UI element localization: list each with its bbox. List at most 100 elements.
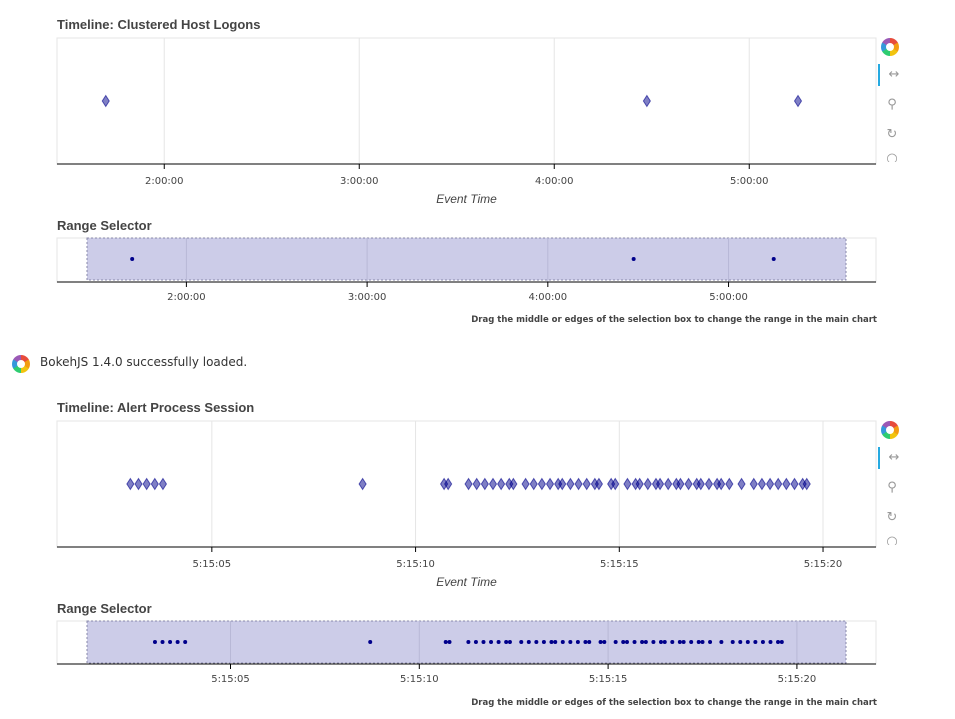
- range-data-point: [771, 257, 776, 261]
- data-point: [611, 477, 620, 491]
- x-tick-label: 5:15:05: [193, 559, 232, 570]
- x-tick-label: 5:15:10: [396, 559, 435, 570]
- x-axis-label: Event Time: [436, 192, 497, 206]
- range-data-point: [662, 640, 667, 644]
- range-data-point: [481, 640, 486, 644]
- chart-title: Timeline: Clustered Host Logons: [57, 17, 260, 32]
- range-data-point: [719, 640, 724, 644]
- data-point: [574, 477, 583, 491]
- chart-alert-process-session: Timeline: Alert Process Session 5:15:05 5…: [56, 400, 877, 708]
- data-point: [737, 477, 746, 491]
- range-data-point: [575, 640, 580, 644]
- range-data-point: [745, 640, 750, 644]
- data-point: [464, 477, 473, 491]
- range-data-point: [598, 640, 603, 644]
- plot-frame[interactable]: [56, 37, 877, 165]
- data-point: [802, 477, 811, 491]
- data-point: [757, 477, 767, 491]
- range-data-point: [489, 640, 494, 644]
- x-tick-label: 4:00:00: [535, 176, 574, 187]
- range-axis-ticks: 5:15:05 5:15:10 5:15:15 5:15:20: [211, 664, 816, 685]
- data-point: [725, 477, 734, 491]
- range-grid-lines: [185, 238, 730, 282]
- pan-icon[interactable]: ↔: [878, 447, 908, 469]
- range-data-point: [658, 640, 663, 644]
- save-icon[interactable]: ○: [886, 151, 898, 162]
- range-data-point: [541, 640, 546, 644]
- range-data-point: [696, 640, 701, 644]
- data-point: [623, 477, 632, 491]
- range-data-point: [768, 640, 773, 644]
- range-data-point: [526, 640, 531, 644]
- range-data-point: [779, 640, 784, 644]
- bokeh-logo-icon[interactable]: [881, 38, 899, 56]
- range-data-point: [583, 640, 588, 644]
- range-data-point: [130, 257, 135, 261]
- data-point: [142, 477, 151, 491]
- range-selector-note: Drag the middle or edges of the selectio…: [471, 698, 877, 708]
- data-point: [158, 477, 168, 491]
- data-point: [529, 477, 538, 491]
- data-point: [774, 477, 783, 491]
- range-tick-label: 5:15:05: [211, 674, 250, 685]
- data-point: [537, 477, 546, 491]
- x-axis-ticks: 5:15:05 5:15:10 5:15:15 5:15:20: [193, 547, 843, 570]
- range-tick-label: 3:00:00: [348, 292, 387, 303]
- bokeh-logo-icon[interactable]: [881, 421, 899, 439]
- range-data-point: [651, 640, 656, 644]
- data-point: [488, 477, 498, 491]
- zoom-icon[interactable]: ⚲: [887, 480, 897, 495]
- data-point: [696, 477, 705, 491]
- range-data-point: [730, 640, 735, 644]
- range-data-point: [670, 640, 675, 644]
- reset-icon[interactable]: ↻: [886, 510, 898, 525]
- range-data-point: [473, 640, 478, 644]
- pan-icon[interactable]: ↔: [878, 64, 908, 86]
- range-data-point: [708, 640, 713, 644]
- x-tick-label: 2:00:00: [145, 176, 184, 187]
- range-data-point: [689, 640, 694, 644]
- data-point: [358, 477, 367, 491]
- bokeh-logo-icon: [12, 355, 30, 373]
- grid-lines: [163, 38, 750, 164]
- range-data-point: [443, 640, 448, 644]
- range-data-point: [624, 640, 629, 644]
- range-data-point: [568, 640, 573, 644]
- chart-toolbar: ↔ ⚲ ↻ ○: [878, 36, 908, 166]
- range-data-point: [760, 640, 765, 644]
- range-data-point: [738, 640, 743, 644]
- range-data-point: [700, 640, 705, 644]
- data-point: [790, 477, 799, 491]
- data-point: [704, 477, 714, 491]
- data-point: [150, 477, 159, 491]
- x-tick-label: 5:15:20: [804, 559, 843, 570]
- range-tick-label: 4:00:00: [529, 292, 568, 303]
- range-data-point: [621, 640, 626, 644]
- data-point: [582, 477, 591, 491]
- range-data-point: [753, 640, 758, 644]
- range-axis-ticks: 2:00:00 3:00:00 4:00:00 5:00:00: [167, 282, 748, 303]
- range-data-point: [677, 640, 682, 644]
- range-data-point: [160, 640, 165, 644]
- chart-toolbar: ↔ ⚲ ↻ ○: [878, 419, 908, 549]
- range-grid-lines: [229, 621, 798, 664]
- range-data-point: [587, 640, 592, 644]
- range-data-point: [496, 640, 501, 644]
- range-data-point: [507, 640, 512, 644]
- range-data-point: [560, 640, 565, 644]
- x-tick-label: 5:15:15: [600, 559, 639, 570]
- range-selector-note: Drag the middle or edges of the selectio…: [471, 315, 877, 325]
- data-point: [655, 477, 665, 491]
- zoom-icon[interactable]: ⚲: [887, 97, 897, 112]
- data-point: [635, 477, 644, 491]
- x-axis-ticks: 2:00:00 3:00:00 4:00:00 5:00:00: [145, 164, 769, 187]
- reset-icon[interactable]: ↻: [886, 127, 898, 142]
- data-point: [684, 477, 693, 491]
- save-icon[interactable]: ○: [886, 534, 898, 545]
- data-point: [126, 477, 135, 491]
- chart-host-logons: Timeline: Clustered Host Logons 2:00:00 3…: [56, 17, 877, 325]
- range-selection-box[interactable]: [86, 237, 847, 281]
- x-tick-label: 3:00:00: [340, 176, 379, 187]
- range-data-point: [534, 640, 539, 644]
- range-selector-title: Range Selector: [57, 218, 152, 233]
